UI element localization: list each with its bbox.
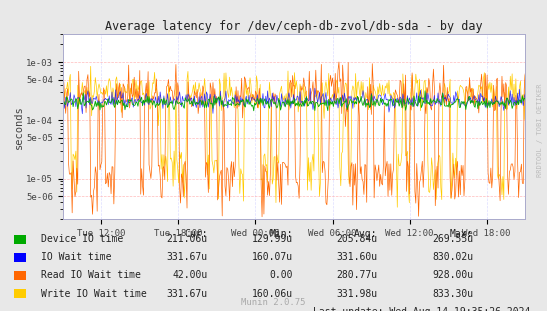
Text: Min:: Min: bbox=[269, 229, 293, 239]
Text: Max:: Max: bbox=[450, 229, 473, 239]
Title: Average latency for /dev/ceph-db-zvol/db-sda - by day: Average latency for /dev/ceph-db-zvol/db… bbox=[105, 20, 483, 33]
Text: 331.98u: 331.98u bbox=[336, 289, 377, 299]
Text: Munin 2.0.75: Munin 2.0.75 bbox=[241, 298, 306, 307]
Text: IO Wait time: IO Wait time bbox=[41, 253, 112, 262]
Text: 160.07u: 160.07u bbox=[252, 253, 293, 262]
Y-axis label: seconds: seconds bbox=[14, 105, 24, 149]
Text: 160.06u: 160.06u bbox=[252, 289, 293, 299]
Text: 42.00u: 42.00u bbox=[173, 271, 208, 281]
Text: Write IO Wait time: Write IO Wait time bbox=[41, 289, 147, 299]
Text: 331.67u: 331.67u bbox=[167, 253, 208, 262]
Text: 0.00: 0.00 bbox=[269, 271, 293, 281]
Text: 331.67u: 331.67u bbox=[167, 289, 208, 299]
Text: Last update: Wed Aug 14 19:35:26 2024: Last update: Wed Aug 14 19:35:26 2024 bbox=[313, 307, 531, 311]
Text: Cur:: Cur: bbox=[184, 229, 208, 239]
Text: 205.84u: 205.84u bbox=[336, 234, 377, 244]
Text: 129.99u: 129.99u bbox=[252, 234, 293, 244]
Text: RRDTOOL / TOBI OETIKER: RRDTOOL / TOBI OETIKER bbox=[537, 84, 543, 177]
Text: 269.55u: 269.55u bbox=[432, 234, 473, 244]
Text: Device IO time: Device IO time bbox=[41, 234, 123, 244]
Text: Avg:: Avg: bbox=[354, 229, 377, 239]
Text: Read IO Wait time: Read IO Wait time bbox=[41, 271, 141, 281]
Text: 830.02u: 830.02u bbox=[432, 253, 473, 262]
Text: 928.00u: 928.00u bbox=[432, 271, 473, 281]
Text: 211.06u: 211.06u bbox=[167, 234, 208, 244]
Text: 280.77u: 280.77u bbox=[336, 271, 377, 281]
Text: 331.60u: 331.60u bbox=[336, 253, 377, 262]
Text: 833.30u: 833.30u bbox=[432, 289, 473, 299]
